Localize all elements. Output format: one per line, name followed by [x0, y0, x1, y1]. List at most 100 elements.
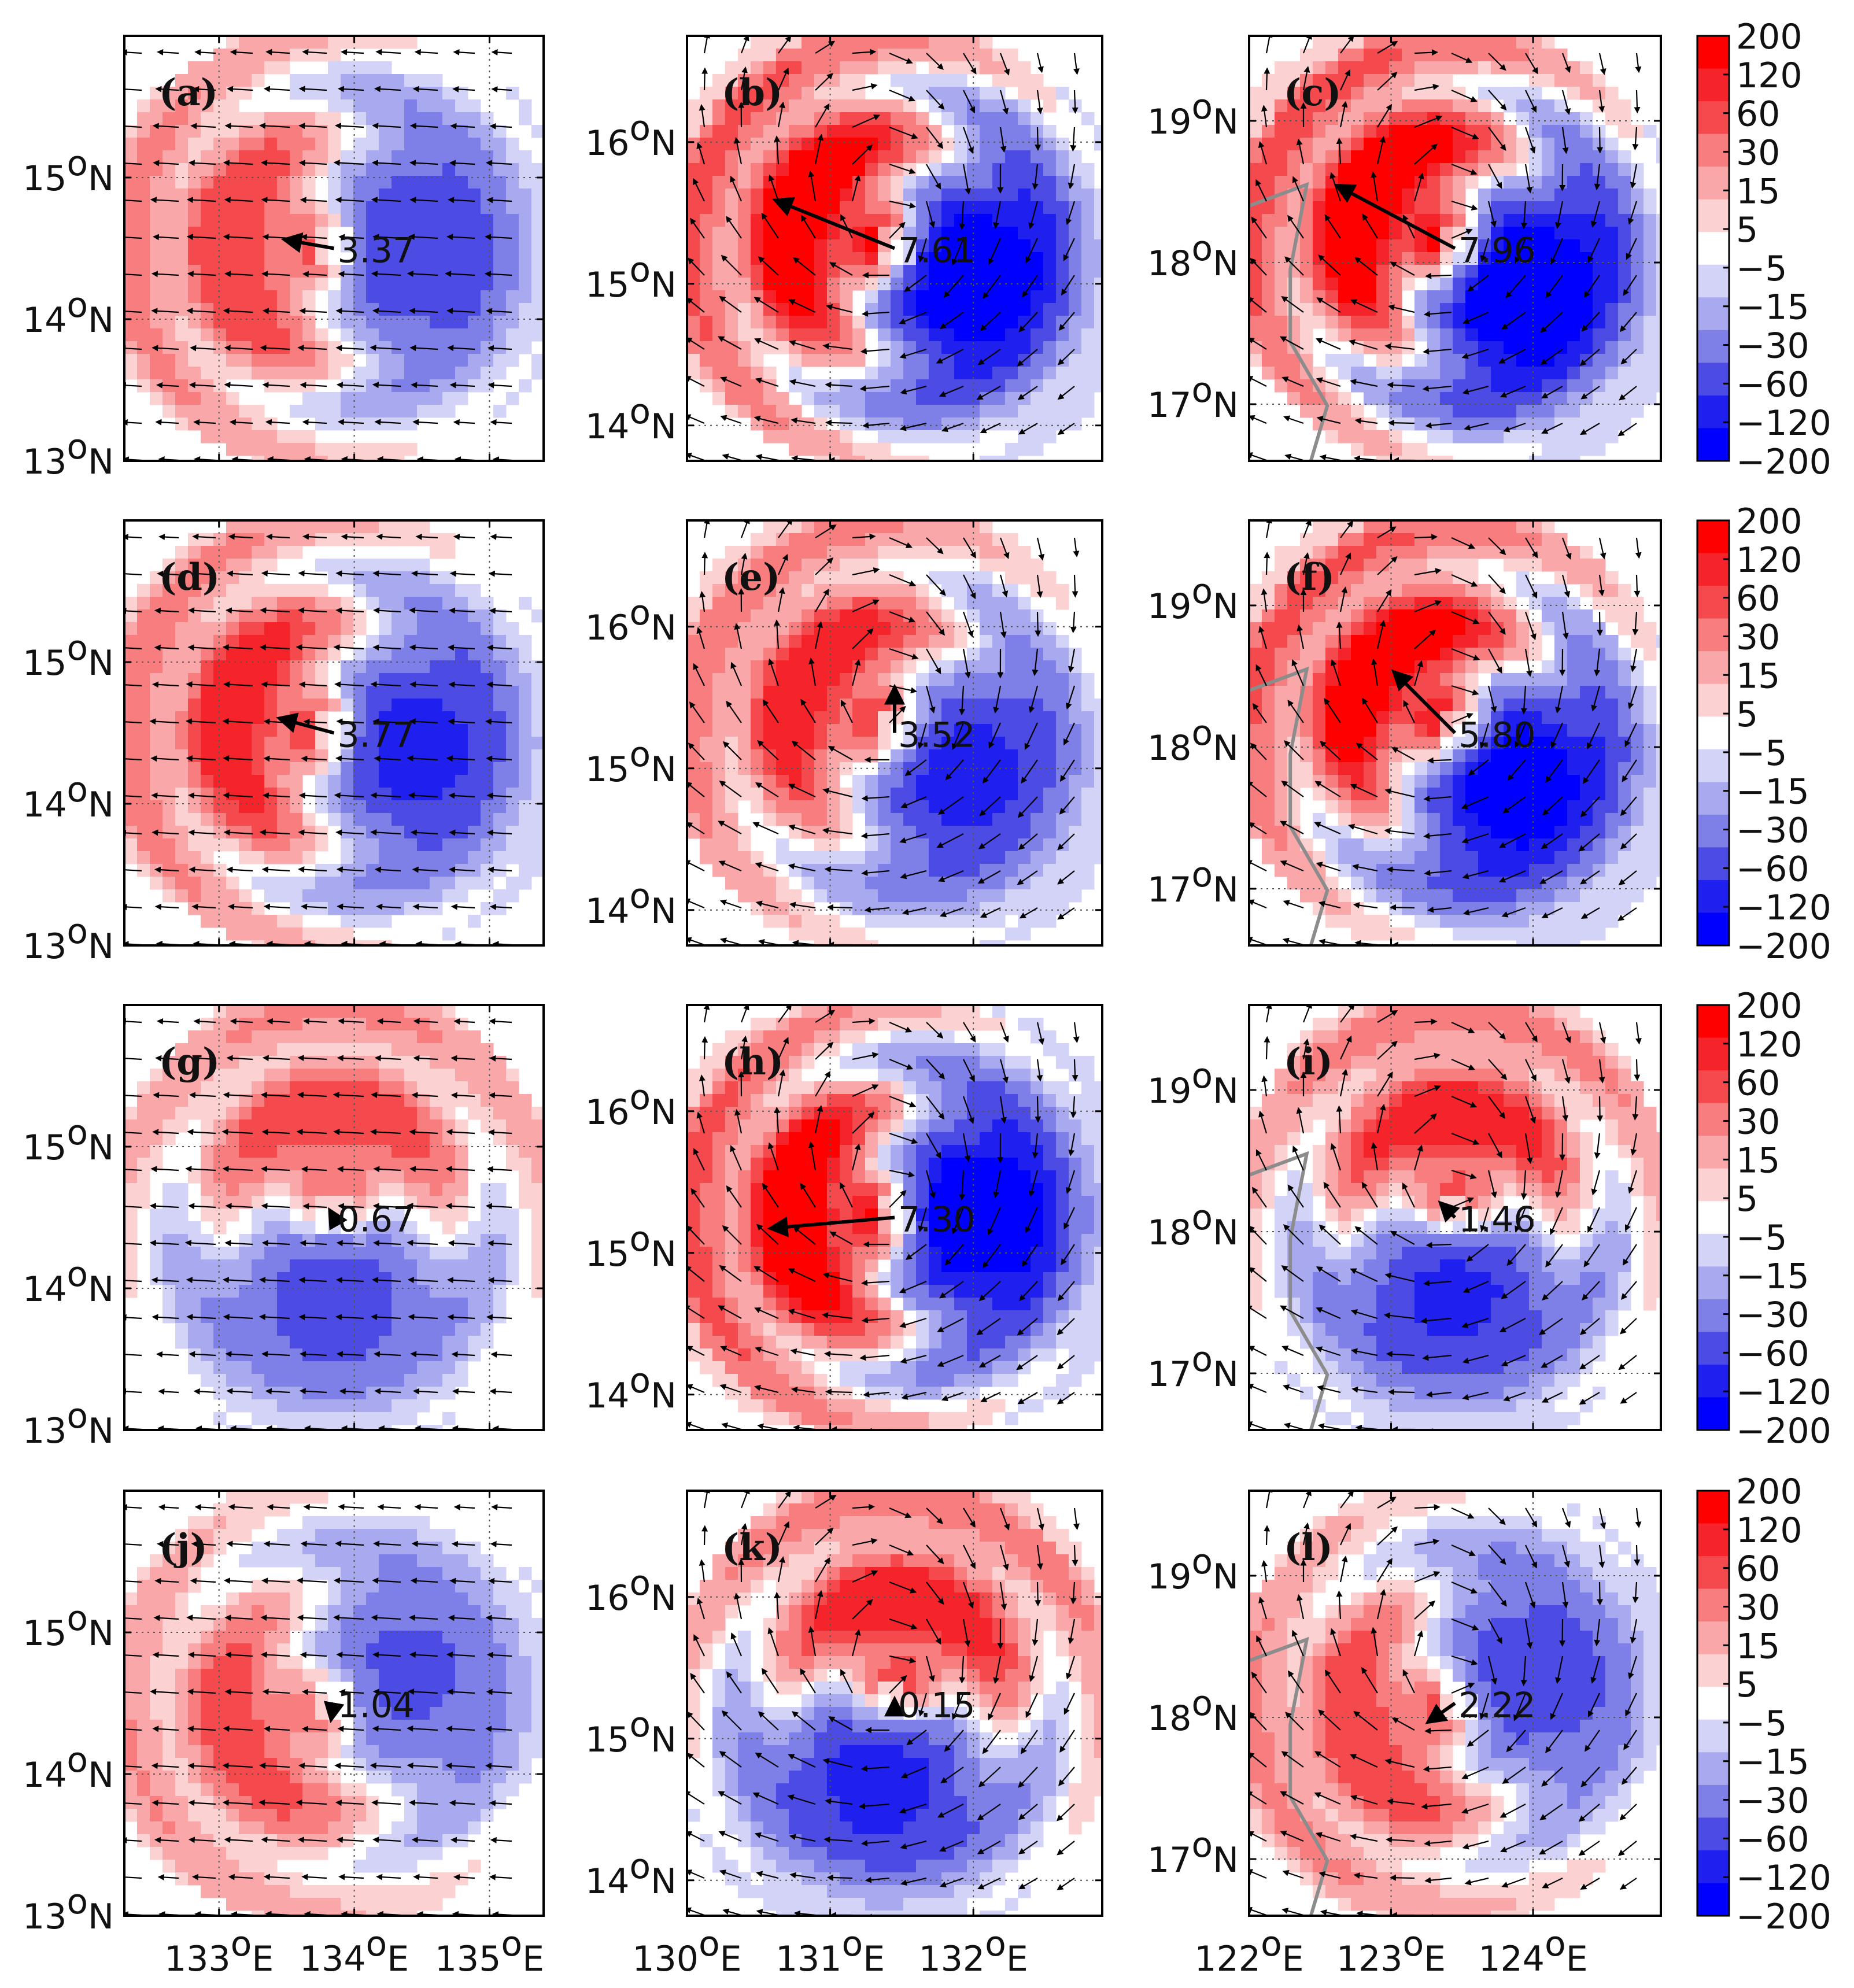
- wind-arrow: [1488, 611, 1506, 635]
- wind-arrow: [150, 197, 179, 204]
- wind-arrow: [690, 217, 705, 239]
- wind-arrow: [687, 781, 705, 797]
- wind-arrow: [1356, 742, 1378, 760]
- wind-arrow: [1520, 201, 1527, 230]
- wind-arrow: [1626, 238, 1637, 260]
- wind-arrow: [265, 49, 290, 56]
- wind-arrow: [788, 299, 816, 313]
- wind-arrow: [1488, 127, 1506, 151]
- wind-arrow: [687, 452, 705, 461]
- wind-arrow: [337, 1055, 364, 1062]
- wind-arrow: [687, 257, 705, 276]
- wind-arrow: [224, 345, 253, 352]
- wind-arrow: [298, 1277, 327, 1284]
- wind-arrow: [303, 718, 327, 725]
- wind-arrow: [298, 607, 327, 614]
- colorbar-label: −60: [1736, 1333, 1809, 1374]
- colorbar-label: 30: [1736, 1102, 1780, 1142]
- panel-e: 3.52 (e) 14oN 15oN 16oN: [585, 519, 1103, 947]
- wind-arrow: [153, 160, 179, 167]
- wind-arrow: [376, 903, 401, 910]
- wind-arrow: [411, 1092, 438, 1099]
- wind-arrow: [333, 160, 364, 167]
- wind-arrow: [978, 833, 1001, 849]
- wind-arrow: [740, 520, 750, 538]
- lat-tick-label: 19oN: [1147, 571, 1239, 627]
- wind-arrow: [224, 382, 253, 389]
- wind-arrow: [938, 870, 964, 882]
- wind-arrow: [1390, 904, 1415, 911]
- lon-tick-label: 133oE: [164, 1924, 274, 1979]
- wind-arrow: [1451, 537, 1476, 549]
- wind-arrow: [335, 197, 364, 204]
- wind-arrow: [828, 746, 853, 760]
- colorbar-swatch: [1697, 1266, 1729, 1300]
- colorbar-swatch: [1697, 618, 1729, 652]
- lat-tick-label: 16oN: [585, 1077, 677, 1133]
- colorbar-label: 15: [1736, 171, 1780, 212]
- wind-arrow: [926, 537, 944, 555]
- wind-arrow: [1561, 53, 1571, 73]
- wind-arrow: [1501, 312, 1526, 330]
- wind-arrow: [222, 1166, 253, 1173]
- wind-arrow: [900, 870, 927, 880]
- wind-arrow: [1462, 907, 1489, 916]
- wind-arrow: [1302, 66, 1310, 91]
- wind-arrow: [1624, 722, 1637, 748]
- wind-arrow: [453, 419, 475, 426]
- wind-arrow: [1545, 275, 1563, 298]
- wind-arrow: [1280, 860, 1304, 872]
- colorbar-label: 5: [1736, 694, 1758, 735]
- panel-h: 7.30 (h) 14oN 15oN 16oN: [585, 1004, 1103, 1431]
- wind-arrow: [186, 234, 216, 241]
- wind-arrow: [826, 904, 853, 911]
- wind-arrow: [487, 382, 512, 389]
- wind-arrow: [450, 1055, 475, 1062]
- wind-arrow: [445, 1166, 475, 1173]
- wind-arrow: [951, 722, 965, 751]
- colorbar-swatch: [1697, 1621, 1729, 1655]
- wind-arrow: [450, 1092, 475, 1099]
- lon-tick-label: 122oE: [1194, 1924, 1303, 1979]
- wind-arrow: [1070, 611, 1077, 634]
- wind-arrow: [186, 755, 216, 762]
- wind-arrow: [334, 681, 364, 688]
- wind-arrow: [1319, 454, 1341, 461]
- wind-arrow: [1620, 796, 1637, 816]
- wind-arrow: [335, 607, 364, 614]
- wind-arrow: [446, 234, 475, 241]
- wind-arrow: [1018, 312, 1038, 332]
- wind-arrow: [1524, 648, 1532, 677]
- wind-arrow: [962, 611, 974, 638]
- wind-arrow: [1249, 297, 1267, 313]
- wind-arrow: [1524, 611, 1537, 641]
- wind-arrow: [982, 759, 1001, 784]
- wind-arrow: [815, 73, 833, 91]
- panel-label: (c): [1284, 71, 1342, 114]
- wind-arrow: [721, 254, 742, 276]
- colorbar-swatch: [1697, 912, 1729, 946]
- wind-arrow: [1587, 238, 1600, 263]
- wind-arrow: [1386, 866, 1415, 873]
- wind-arrow: [153, 1092, 179, 1099]
- wind-arrow: [1352, 863, 1378, 872]
- wind-arrow: [262, 382, 290, 389]
- wind-arrow: [409, 345, 438, 352]
- wind-arrow: [266, 1018, 290, 1025]
- motion-magnitude: 1.46: [1458, 1200, 1536, 1240]
- colorbar-label: −5: [1736, 249, 1787, 289]
- wind-arrow: [1488, 648, 1502, 674]
- wind-arrow: [1350, 299, 1378, 313]
- wind-arrow: [1261, 588, 1268, 612]
- wind-arrow: [977, 349, 1001, 365]
- wind-arrow: [1319, 938, 1341, 945]
- wind-arrow: [1028, 685, 1039, 714]
- wind-arrow: [740, 66, 748, 91]
- colorbar-label: −120: [1736, 888, 1831, 928]
- wind-arrow: [1487, 201, 1497, 228]
- wind-arrow: [301, 1166, 327, 1173]
- colorbar-label: 30: [1736, 1587, 1780, 1628]
- wind-arrow: [774, 135, 781, 165]
- wind-arrow: [190, 123, 216, 130]
